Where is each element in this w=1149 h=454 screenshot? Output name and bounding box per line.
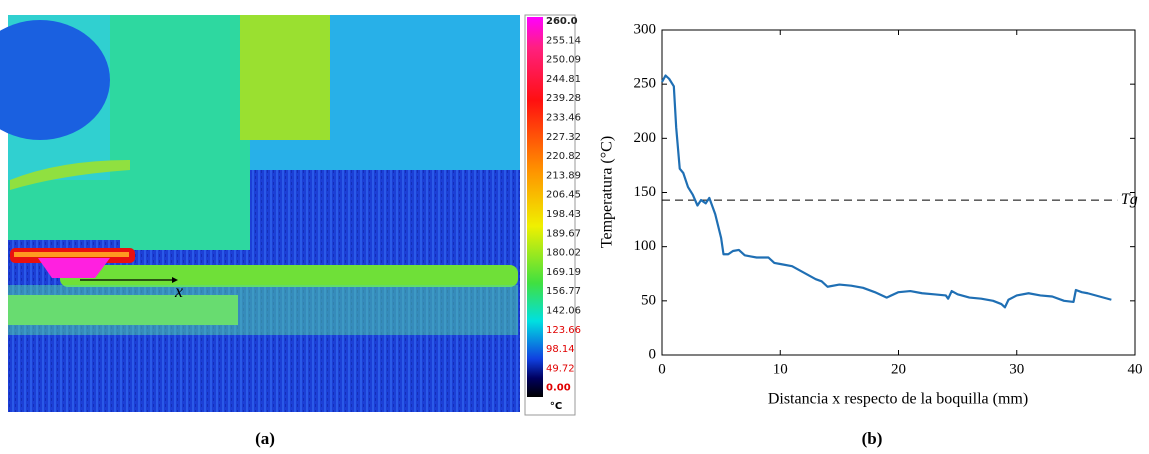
thermal-image: x °C [0, 14, 576, 416]
colorbar-label: 156.77 [546, 286, 581, 297]
colorbar-label: 169.19 [546, 267, 581, 278]
annotation: x [174, 281, 183, 301]
colorbar-label: 206.45 [546, 190, 581, 201]
x-axis-label: Distancia x respecto de la boquilla (mm) [768, 391, 1028, 408]
x-tick-label: 30 [1009, 361, 1024, 377]
y-tick-label: 150 [634, 184, 657, 200]
plot-frame [661, 29, 1136, 356]
colorbar-label: 180.02 [546, 248, 581, 259]
colorbar-label: 189.67 [546, 228, 581, 239]
y-tick-label: 100 [634, 238, 657, 254]
y-tick-label: 200 [634, 130, 657, 146]
colorbar-label: 98.14 [546, 344, 575, 355]
colorbar-label: 260.0 [546, 16, 578, 27]
colorbar-label: 244.81 [546, 74, 581, 85]
colorbar-label: 220.82 [546, 151, 581, 162]
data-line [661, 74, 1112, 309]
y-tick-label: 50 [641, 292, 656, 308]
colorbar-unit: °C [550, 401, 562, 412]
x-tick-label: 10 [773, 361, 788, 377]
y-tick-label: 300 [634, 21, 657, 37]
colorbar-label: 123.66 [546, 325, 581, 336]
y-tick-label: 250 [634, 76, 657, 92]
x-tick-label: 20 [891, 361, 906, 377]
colorbar-label: 255.14 [546, 35, 581, 46]
caption: (a) [255, 429, 275, 448]
x-tick-label: 40 [1128, 361, 1143, 377]
colorbar-label: 227.32 [546, 132, 581, 143]
colorbar-label: 0.00 [546, 383, 571, 394]
colorbar-label: 49.72 [546, 363, 575, 374]
y-tick-label: 0 [649, 346, 657, 362]
y-axis-label: Temperatura (°C) [599, 136, 616, 248]
colorbar-label: 233.46 [546, 113, 581, 124]
colorbar-label: 213.89 [546, 170, 581, 181]
reference-label: Tg [1121, 191, 1138, 208]
colorbar-label: 239.28 [546, 93, 581, 104]
x-tick-label: 0 [658, 361, 666, 377]
colorbar-label: 142.06 [546, 306, 581, 317]
colorbar-label: 198.43 [546, 209, 581, 220]
colorbar-label: 250.09 [546, 55, 581, 66]
caption: (b) [862, 429, 883, 448]
